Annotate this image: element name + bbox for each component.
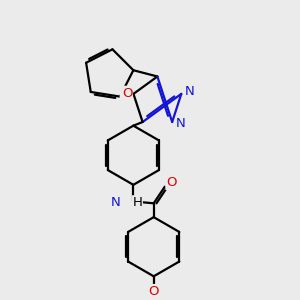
Text: O: O: [148, 285, 159, 298]
Text: H: H: [132, 196, 142, 209]
Text: N: N: [176, 117, 185, 130]
Text: O: O: [122, 87, 132, 101]
Text: N: N: [111, 196, 120, 209]
Text: O: O: [166, 176, 176, 190]
Text: O: O: [120, 86, 131, 99]
Text: N: N: [185, 85, 194, 98]
